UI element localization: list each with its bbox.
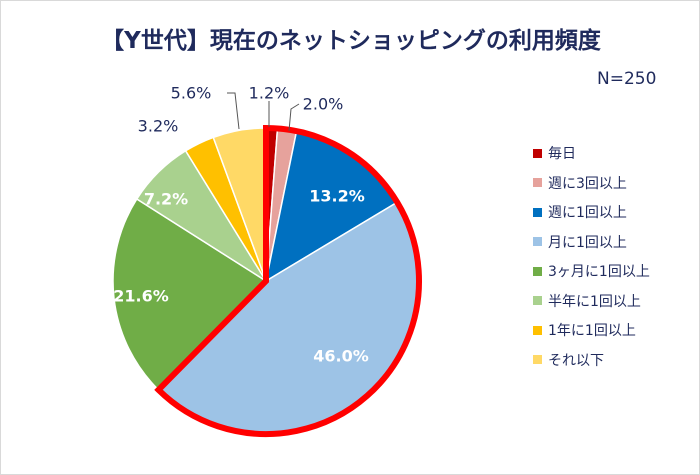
data-label-0: 1.2% [249,84,290,103]
data-label-3: 46.0% [313,347,369,366]
legend-swatch [533,296,542,305]
leader-line-1 [288,103,300,132]
legend-item: 半年に1回以上 [533,291,641,311]
data-label-6: 3.2% [138,117,179,136]
legend-item: 週に3回以上 [533,173,627,193]
chart-title: 【Y世代】現在のネットショッピングの利用頻度 [101,28,601,54]
legend-item: 1年に1回以上 [533,320,636,340]
legend-item: 月に1回以上 [533,232,627,252]
leader-line-7 [227,92,240,130]
data-label-7: 5.6% [171,84,212,103]
legend-swatch [533,325,542,335]
legend-item: それ以下 [533,350,604,370]
pie-slice-4 [112,197,268,391]
data-label-2: 13.2% [309,187,365,206]
data-label-4: 21.6% [113,287,169,306]
legend-label: 週に3回以上 [548,175,627,192]
legend-label: 毎日 [548,146,576,162]
data-label-1: 2.0% [303,95,344,114]
legend-item: 毎日 [533,143,576,163]
legend-label: 1年に1回以上 [548,323,636,339]
highlight-outline [154,124,422,437]
data-label-5: 7.2% [144,190,188,209]
legend-item: 3ヶ月に1回以上 [533,261,650,281]
legend-label: それ以下 [548,352,604,369]
legend-label: 3ヶ月に1回以上 [548,264,650,280]
legend-label: 月に1回以上 [548,234,627,251]
sample-size: N=250 [597,69,657,89]
legend-label: 週に1回以上 [548,205,627,221]
legend-swatch [533,266,542,276]
legend-label: 半年に1回以上 [548,293,641,310]
legend-swatch [533,355,542,364]
legend-item: 週に1回以上 [533,202,627,222]
legend-swatch [533,148,542,158]
legend-swatch [533,178,542,187]
legend-swatch [533,207,542,217]
legend-swatch [533,237,542,246]
